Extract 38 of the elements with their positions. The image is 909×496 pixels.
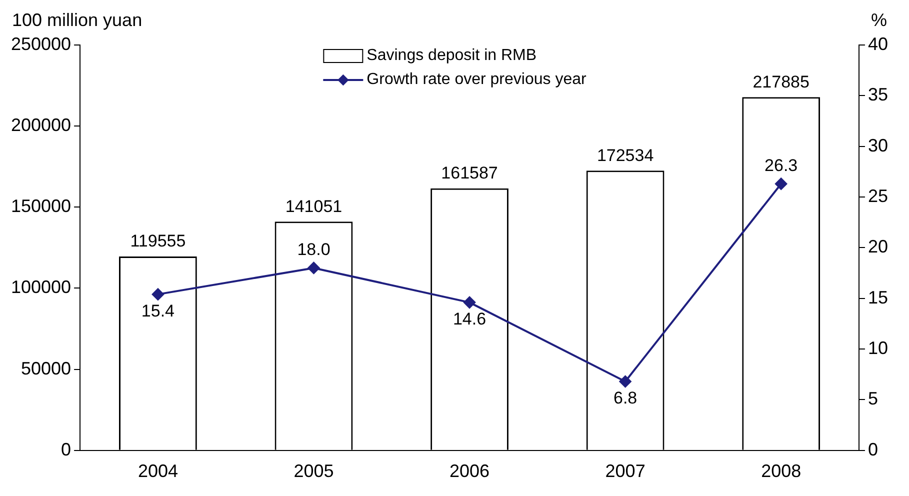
data-label: 6.8: [613, 388, 638, 408]
data-label: 26.3: [764, 156, 798, 176]
legend-label: Growth rate over previous year: [366, 71, 586, 89]
data-label: 15.4: [141, 302, 175, 321]
x-tick-label: 2004: [138, 461, 178, 482]
data-label: 172534: [596, 146, 654, 165]
y-tick-label: 250000: [10, 34, 72, 54]
data-label: 14.6: [452, 310, 486, 329]
data-label: 161587: [441, 164, 498, 183]
y2-tick-label: 0: [868, 439, 878, 460]
data-label: 119555: [130, 232, 186, 251]
point: [775, 178, 788, 190]
y-tick-label: 200000: [10, 115, 72, 136]
x-tick-label: 2005: [294, 461, 334, 482]
y-tick-label: 50000: [21, 358, 72, 378]
y-axis-title: 100 million yuan: [12, 10, 142, 31]
y2-tick-label: 30: [868, 135, 888, 156]
point: [152, 288, 164, 300]
y-tick-label: 0: [61, 439, 72, 460]
y2-tick-label: 25: [868, 186, 888, 206]
y2-tick-label: 35: [868, 84, 888, 105]
point: [464, 296, 476, 308]
y2-tick-label: 40: [868, 34, 888, 54]
data-label: 18.0: [297, 240, 330, 260]
y2-tick-label: 15: [868, 287, 888, 308]
data-label: 141051: [285, 196, 342, 216]
y2-axis-title: %: [870, 10, 887, 31]
y2-tick-label: 20: [868, 236, 888, 257]
point: [308, 262, 320, 274]
x-tick-label: 2007: [605, 461, 646, 482]
y2-tick-label: 10: [868, 338, 888, 358]
y-tick-label: 150000: [10, 196, 72, 216]
y-tick-label: 100000: [10, 277, 72, 298]
x-tick-label: 2008: [761, 461, 802, 482]
x-tick-label: 2006: [450, 461, 490, 482]
point: [619, 375, 632, 388]
y2-tick-label: 5: [868, 388, 878, 409]
data-label: 217885: [752, 72, 810, 92]
